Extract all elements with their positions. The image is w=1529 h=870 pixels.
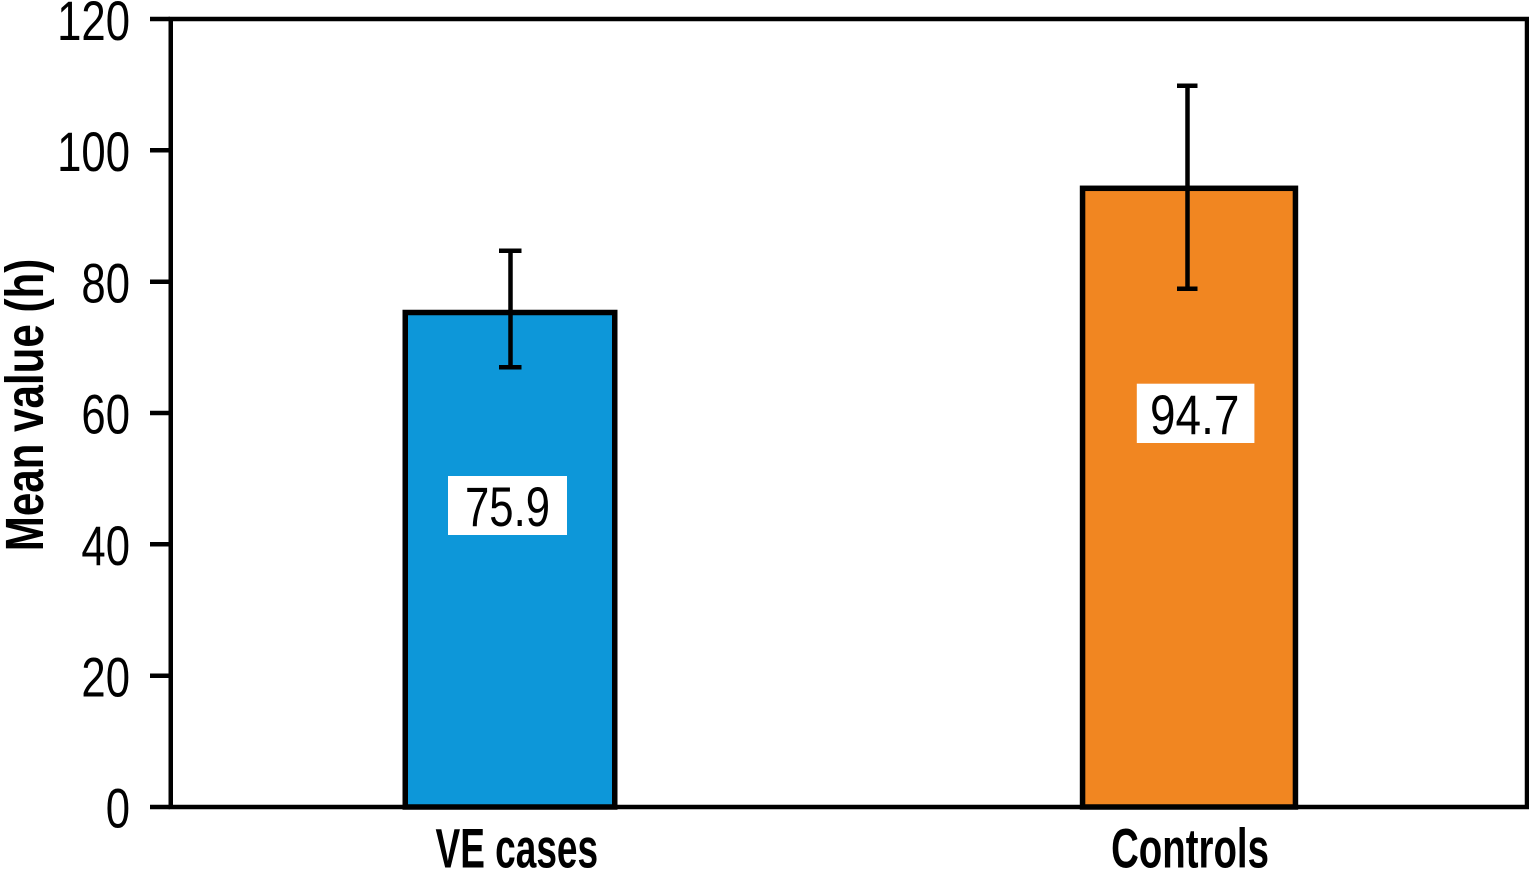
svg-text:94.7: 94.7 <box>1150 383 1239 445</box>
svg-text:VE cases: VE cases <box>436 817 599 870</box>
svg-text:20: 20 <box>81 646 130 708</box>
svg-text:40: 40 <box>81 515 130 577</box>
svg-text:80: 80 <box>81 252 130 314</box>
svg-text:120: 120 <box>57 0 130 52</box>
svg-text:Controls: Controls <box>1111 819 1269 870</box>
svg-text:0: 0 <box>106 778 130 840</box>
svg-text:75.9: 75.9 <box>465 476 550 538</box>
svg-text:60: 60 <box>81 384 130 446</box>
svg-text:100: 100 <box>57 121 130 183</box>
svg-text:Mean value (h): Mean value (h) <box>0 259 55 551</box>
